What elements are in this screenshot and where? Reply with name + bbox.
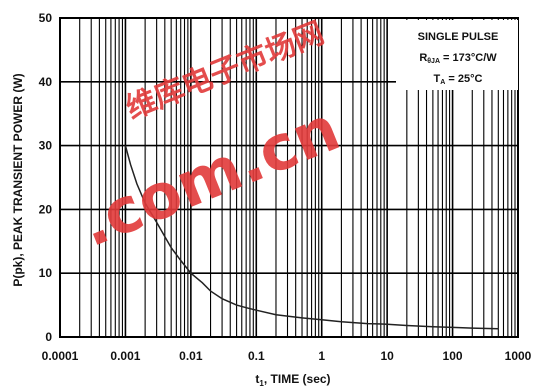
y-tick-label: 20 bbox=[39, 202, 53, 216]
x-tick-label: 0.1 bbox=[248, 349, 265, 363]
legend-box: SINGLE PULSE RθJA = 173°C/W TA = 25°C bbox=[396, 20, 518, 90]
y-tick-label: 40 bbox=[39, 75, 53, 89]
x-tick-label: 0.0001 bbox=[42, 349, 79, 363]
legend-t-prefix: T bbox=[434, 73, 441, 85]
legend-r-suffix: = 173°C/W bbox=[440, 52, 497, 64]
x-tick-label: 100 bbox=[443, 349, 463, 363]
x-axis-label-suffix: , TIME (sec) bbox=[264, 372, 331, 386]
series-line bbox=[124, 145, 499, 330]
y-axis-label: P(pk), PEAK TRANSIENT POWER (W) bbox=[11, 73, 25, 286]
y-tick-label: 30 bbox=[39, 139, 53, 153]
legend-single-pulse: SINGLE PULSE bbox=[418, 31, 499, 43]
legend-ambient-temp: TA = 25°C bbox=[434, 73, 483, 86]
y-tick-label: 10 bbox=[39, 266, 53, 280]
y-tick-label: 50 bbox=[39, 11, 53, 25]
x-tick-label: 1000 bbox=[505, 349, 532, 363]
x-tick-label: 1 bbox=[318, 349, 325, 363]
plot-frame bbox=[59, 17, 519, 338]
legend-thermal-resistance: RθJA = 173°C/W bbox=[419, 52, 497, 65]
x-axis-label-sub: 1 bbox=[259, 379, 264, 388]
x-tick-label: 0.001 bbox=[110, 349, 140, 363]
legend-t-sub: A bbox=[440, 79, 445, 86]
y-tick-label: 0 bbox=[45, 330, 52, 344]
x-tick-labels: 0.0001 0.001 0.01 0.1 1 10 100 1000 bbox=[42, 349, 532, 363]
legend-r-sub: θJA bbox=[427, 58, 440, 65]
x-tick-label: 10 bbox=[380, 349, 394, 363]
legend-background bbox=[396, 20, 518, 90]
x-axis-label-prefix: t bbox=[255, 372, 259, 386]
x-axis-label: t1, TIME (sec) bbox=[255, 372, 330, 388]
legend-t-suffix: = 25°C bbox=[445, 73, 482, 85]
x-tick-label: 0.01 bbox=[179, 349, 203, 363]
y-tick-labels: 0 10 20 30 40 50 bbox=[39, 11, 53, 344]
legend-r-prefix: R bbox=[419, 52, 427, 64]
